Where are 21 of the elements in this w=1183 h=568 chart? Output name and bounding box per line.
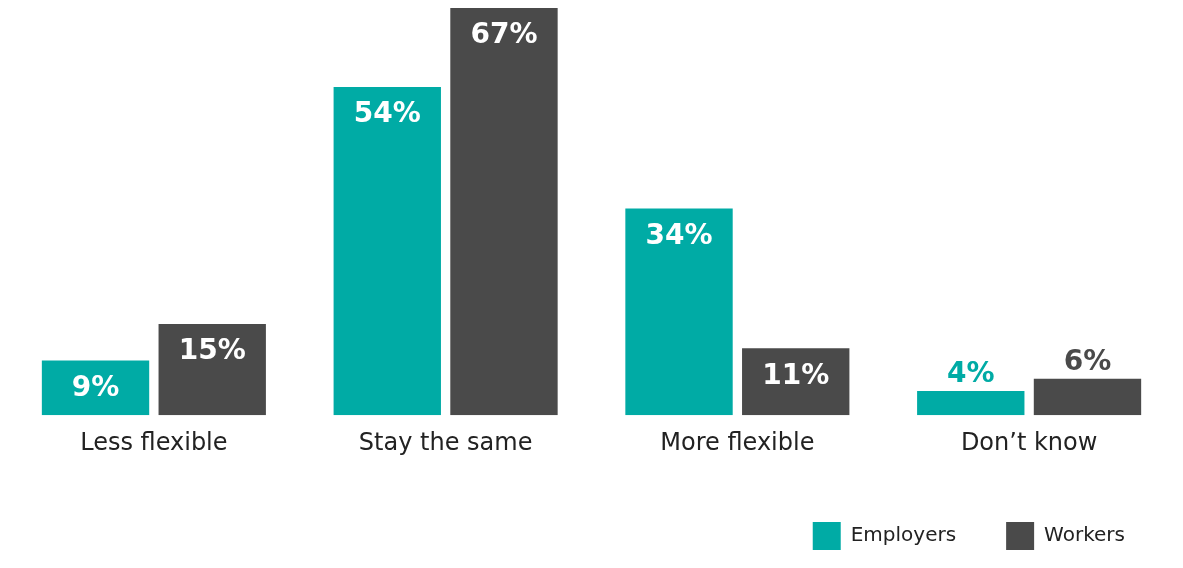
bar: [450, 8, 558, 416]
bar: [625, 208, 733, 416]
data-label: 54%: [353, 96, 421, 130]
data-label: 11%: [762, 357, 830, 391]
x-tick-label: More flexible: [660, 427, 815, 456]
data-label: 15%: [178, 333, 246, 367]
data-label: 67%: [470, 17, 538, 51]
data-label: 4%: [947, 356, 995, 390]
legend-label: Workers: [1044, 522, 1126, 547]
legend-label: Employers: [850, 522, 957, 547]
x-tick-label: Stay the same: [358, 427, 533, 456]
x-tick-label: Less flexible: [80, 427, 228, 456]
bar: [1033, 378, 1142, 416]
data-label: 9%: [71, 369, 120, 403]
data-label: 6%: [1063, 344, 1112, 378]
x-tick-label: Don’t know: [960, 427, 1098, 456]
bar: [158, 324, 266, 416]
bar: [742, 348, 850, 416]
bar: [333, 87, 441, 416]
bar: [917, 390, 1025, 416]
data-label: 34%: [645, 217, 713, 251]
